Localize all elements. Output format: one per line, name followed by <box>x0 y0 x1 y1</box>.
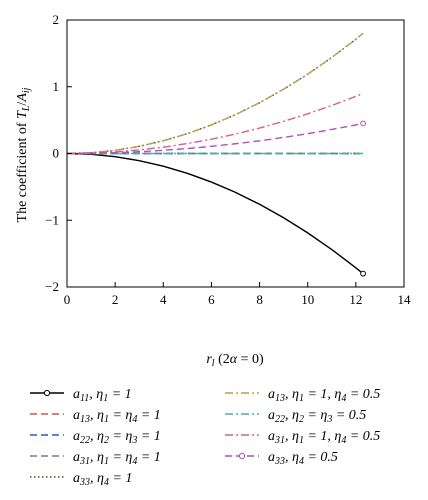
legend-label: a13, η1 = 1, η4 = 0.5 <box>268 387 380 404</box>
y-tick-label: −2 <box>45 279 59 294</box>
series-line <box>66 32 364 155</box>
legend-entry: a13, η1 = η4 = 1 <box>30 408 161 425</box>
x-tick-label: 12 <box>349 292 362 307</box>
legend-label: a33, η4 = 1 <box>73 471 132 488</box>
series-marker <box>360 270 366 277</box>
series-line <box>66 122 364 155</box>
legend-label: a13, η1 = η4 = 1 <box>73 408 161 425</box>
legend-label: a31, η1 = η4 = 1 <box>73 450 161 467</box>
y-axis-label: The coefficient of TL/Aij <box>15 87 32 222</box>
x-tick-label: 14 <box>398 292 412 307</box>
y-tick-label: 0 <box>53 146 60 161</box>
x-tick-label: 0 <box>64 292 71 307</box>
legend-entry: a22, η2 = η3 = 1 <box>30 429 161 446</box>
legend-label: a11, η1 = 1 <box>73 387 132 404</box>
legend-entry: a31, η1 = 1, η4 = 0.5 <box>225 429 380 446</box>
legend-entry: a31, η1 = η4 = 1 <box>30 450 161 467</box>
legend-entry: a33, η4 = 0.5 <box>225 450 338 467</box>
legend-entry: a33, η4 = 1 <box>30 471 132 488</box>
series-line <box>66 92 364 155</box>
legend-label: a22, η2 = η3 = 1 <box>73 429 161 446</box>
x-tick-label: 8 <box>256 292 263 307</box>
x-tick-label: 10 <box>301 292 314 307</box>
y-tick-label: 2 <box>53 12 60 27</box>
x-tick-label: 2 <box>112 292 119 307</box>
x-axis-label: rl (2α = 0) <box>206 352 264 369</box>
series-marker <box>360 120 366 127</box>
x-tick-label: 6 <box>208 292 215 307</box>
legend-marker <box>238 452 246 460</box>
series-layer <box>66 32 366 277</box>
legend-label: a22, η2 = η3 = 0.5 <box>268 408 366 425</box>
legend: a11, η1 = 1 a13, η1 = η4 = 1 a22, η2 = η3 … <box>30 387 380 488</box>
y-tick-label: 1 <box>53 79 60 94</box>
legend-label: a33, η4 = 0.5 <box>268 450 338 467</box>
legend-entry: a22, η2 = η3 = 0.5 <box>225 408 366 425</box>
series-line <box>66 32 364 155</box>
legend-entry: a11, η1 = 1 <box>30 387 132 404</box>
legend-entry: a13, η1 = 1, η4 = 0.5 <box>225 387 380 404</box>
series-line <box>66 152 364 275</box>
y-tick-label: −1 <box>45 212 59 227</box>
legend-label: a31, η1 = 1, η4 = 0.5 <box>268 429 380 446</box>
x-tick-label: 4 <box>160 292 167 307</box>
legend-marker <box>43 389 51 397</box>
